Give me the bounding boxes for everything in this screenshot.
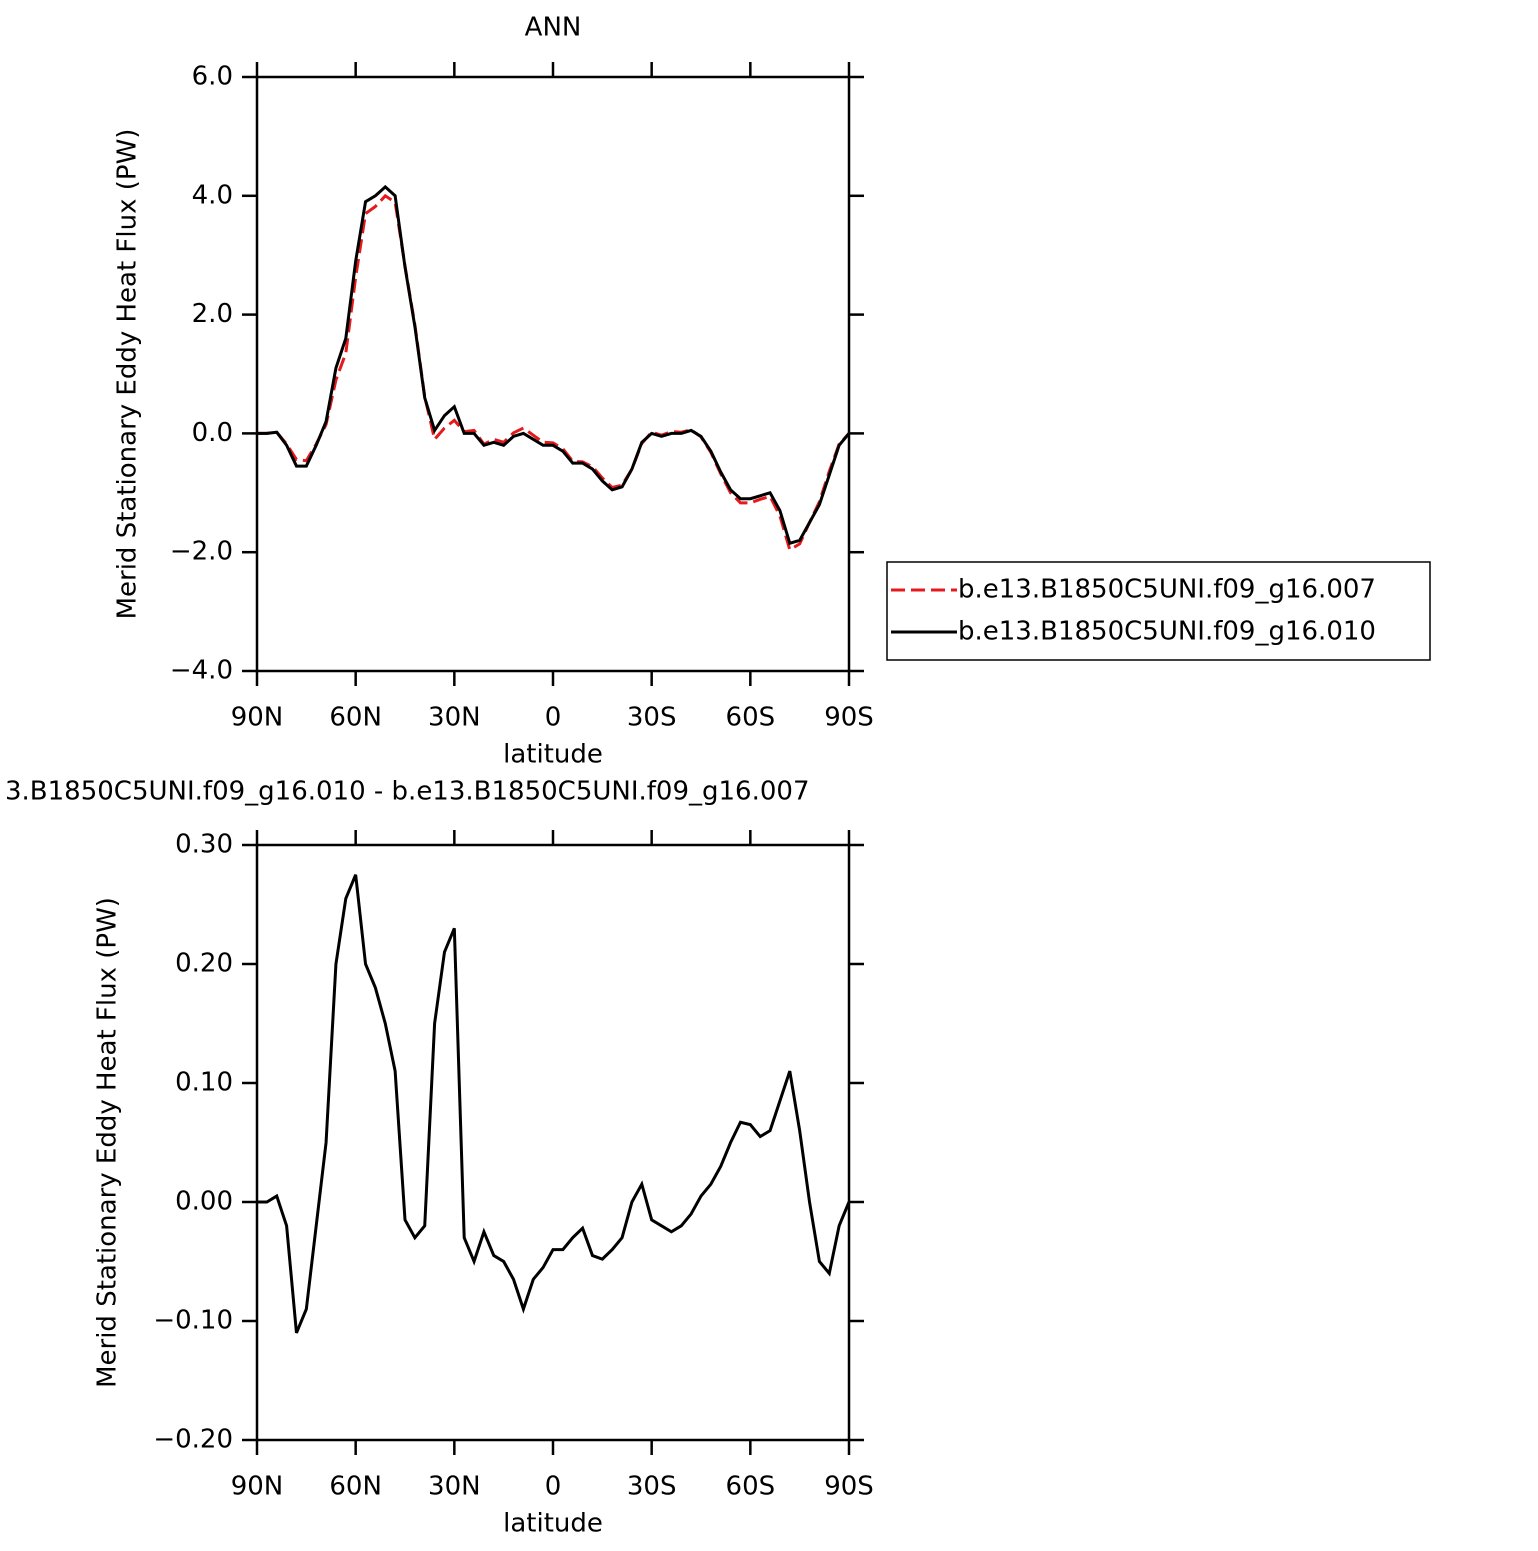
- x-tick-label: 60S: [726, 1472, 776, 1502]
- series-line: [257, 874, 851, 1334]
- chart-title: ANN: [525, 13, 582, 43]
- y-tick-label: 0.00: [175, 1187, 233, 1217]
- x-tick-label: 60N: [329, 1472, 382, 1502]
- x-tick-label: 60N: [329, 703, 382, 733]
- y-axis-label: Merid Stationary Eddy Heat Flux (PW): [113, 129, 143, 620]
- x-tick-label: 30S: [627, 703, 677, 733]
- x-tick-label: 90N: [231, 703, 284, 733]
- x-tick-label: 0: [545, 1472, 562, 1502]
- x-tick-label: 0: [545, 703, 562, 733]
- x-tick-label: 30N: [428, 703, 481, 733]
- y-tick-label: 6.0: [192, 62, 233, 92]
- y-tick-label: −2.0: [170, 537, 233, 567]
- x-axis-label: latitude: [503, 1509, 603, 1539]
- y-tick-label: 4.0: [192, 180, 233, 210]
- chart-title: 3.B1850C5UNI.f09_g16.010 - b.e13.B1850C5…: [5, 777, 810, 807]
- y-tick-label: −0.20: [153, 1425, 233, 1455]
- y-tick-label: −0.10: [153, 1306, 233, 1336]
- x-tick-label: 90S: [824, 1472, 874, 1502]
- y-tick-label: 2.0: [192, 299, 233, 329]
- series-line: [257, 193, 851, 553]
- y-tick-label: 0.0: [192, 418, 233, 448]
- x-tick-label: 30S: [627, 1472, 677, 1502]
- legend-label: b.e13.B1850C5UNI.f09_g16.007: [958, 575, 1376, 605]
- y-axis-label: Merid Stationary Eddy Heat Flux (PW): [93, 897, 123, 1388]
- y-tick-label: 0.10: [175, 1068, 233, 1098]
- y-tick-label: 0.20: [175, 949, 233, 979]
- x-tick-label: 30N: [428, 1472, 481, 1502]
- x-tick-label: 90N: [231, 1472, 284, 1502]
- legend-label: b.e13.B1850C5UNI.f09_g16.010: [958, 617, 1376, 647]
- y-tick-label: 0.30: [175, 830, 233, 860]
- x-axis-label: latitude: [503, 740, 603, 770]
- legend-box: [886, 561, 1431, 661]
- plot-frame: [255, 75, 851, 673]
- series-line: [257, 184, 851, 546]
- x-tick-label: 60S: [726, 703, 776, 733]
- y-tick-label: −4.0: [170, 656, 233, 686]
- x-tick-label: 90S: [824, 703, 874, 733]
- plot-frame: [255, 843, 851, 1442]
